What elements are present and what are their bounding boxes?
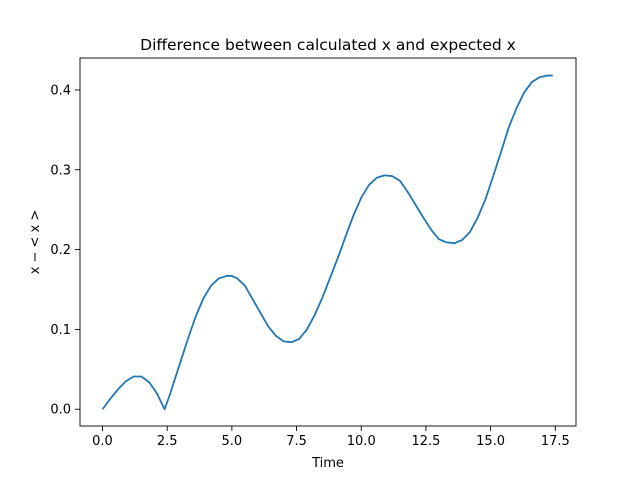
x-tick-label: 2.5 [157,434,178,449]
x-tick-label: 10.0 [347,434,376,449]
x-tick-label: 15.0 [476,434,505,449]
series-line [101,74,553,411]
y-axis-label: x − < x > [28,210,43,275]
x-tick-label: 17.5 [541,434,570,449]
y-tick-label: 0.4 [50,83,71,98]
y-tick-label: 0.0 [50,403,71,418]
x-tick-label: 12.5 [411,434,440,449]
x-tick-label: 5.0 [222,434,243,449]
x-tick-label: 7.5 [286,434,307,449]
y-tick-label: 0.1 [50,323,71,338]
y-tick-label: 0.3 [50,163,71,178]
y-axis: 0.0 0.1 0.2 0.3 0.4 [50,83,80,418]
x-tick-label: 0.0 [92,434,113,449]
chart-title: Difference between calculated x and expe… [140,36,516,54]
x-axis-label: Time [311,456,344,471]
y-tick-label: 0.2 [50,243,71,258]
x-axis: 0.0 2.5 5.0 7.5 10.0 12.5 15.0 17.5 [92,426,570,449]
axes-frame [79,57,577,427]
plot-area [79,57,577,427]
